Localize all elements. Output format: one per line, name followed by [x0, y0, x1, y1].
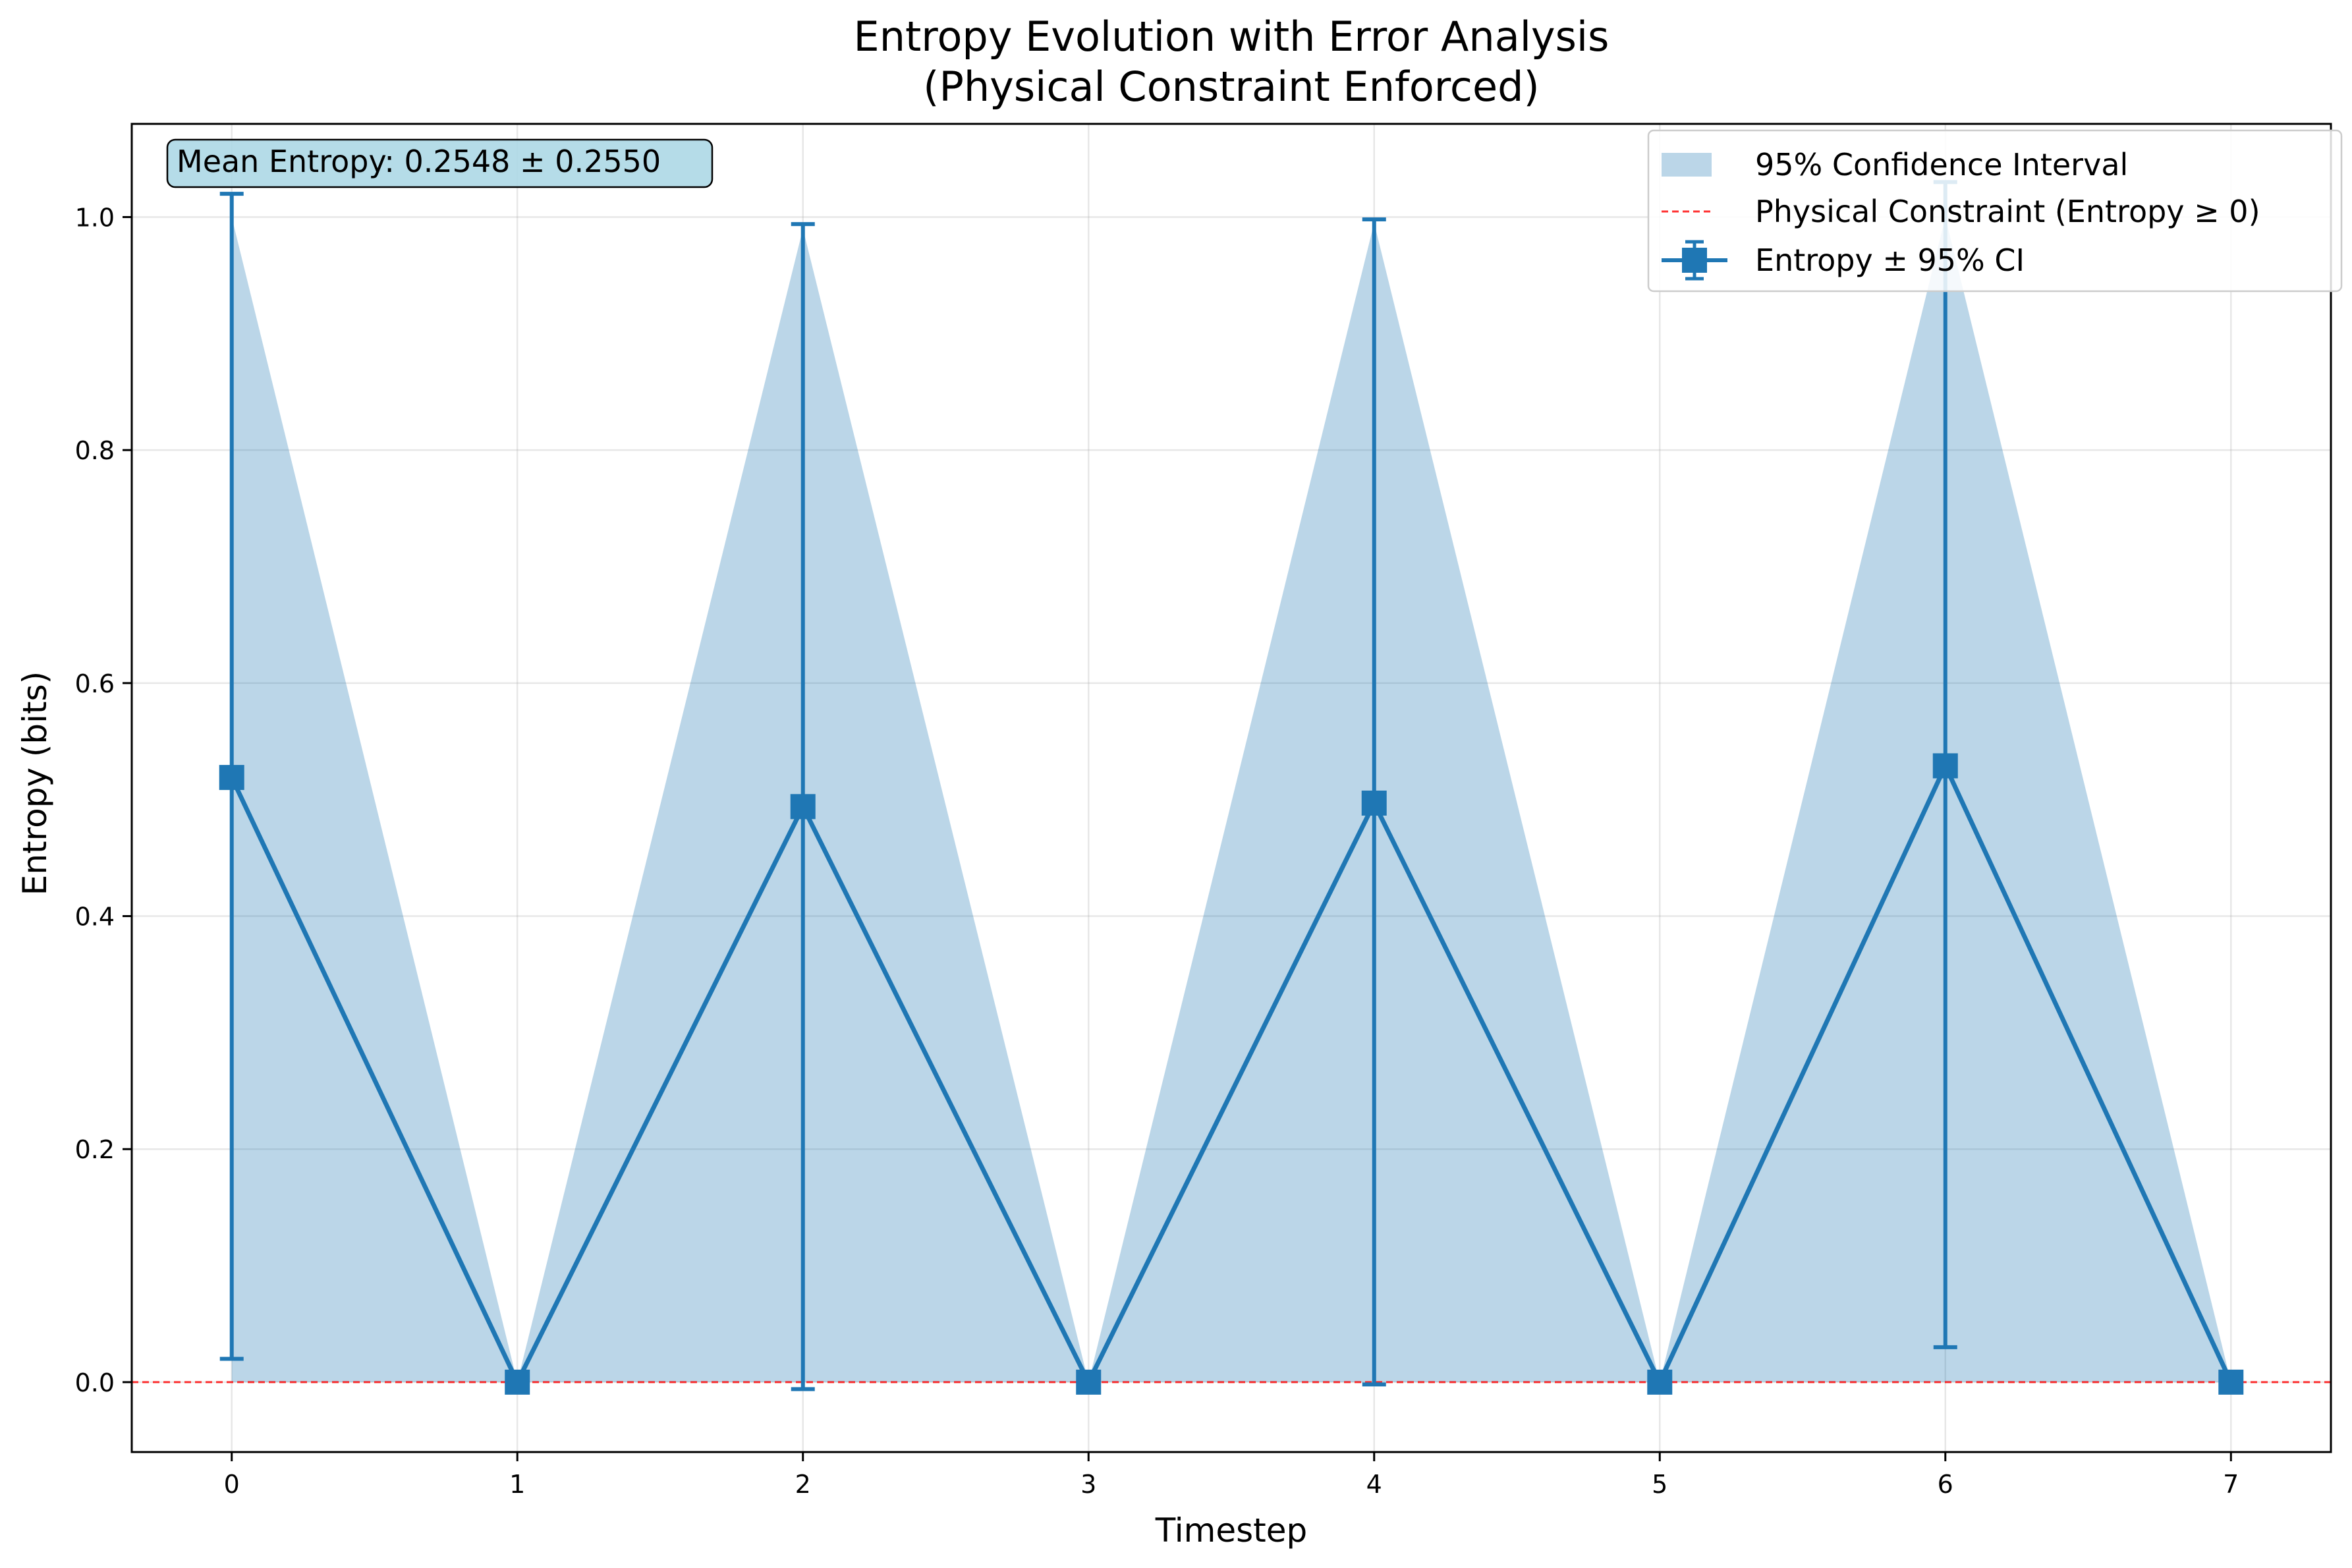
- x-tick-label: 3: [1080, 1470, 1096, 1499]
- legend-band-swatch: [1662, 153, 1712, 177]
- data-point-marker: [1361, 790, 1387, 816]
- data-point-marker: [219, 765, 244, 791]
- y-tick-label: 0.6: [75, 669, 115, 698]
- y-tick-label: 0.8: [75, 436, 115, 465]
- entropy-series: [219, 753, 2244, 1395]
- x-tick-label: 7: [2223, 1470, 2239, 1499]
- annotation-box: Mean Entropy: 0.2548 ± 0.2550: [166, 138, 714, 188]
- data-point-marker: [505, 1369, 530, 1395]
- tick-labels: 0 1 2 3 4 5 6 7 0.0 0.2 0.4 0.6 0.8 1.0: [75, 203, 2239, 1499]
- y-tick-label: 0.0: [75, 1368, 115, 1397]
- legend-series-swatch: [1662, 240, 1727, 281]
- y-axis-label: Entropy (bits): [16, 671, 54, 895]
- entropy-line: [229, 763, 2233, 1385]
- axes: [130, 123, 2332, 1453]
- data-point-marker: [1076, 1369, 1102, 1395]
- legend-frame: [1647, 129, 2343, 293]
- data-point-marker: [1932, 753, 1958, 779]
- data-point-marker: [790, 794, 816, 820]
- annotation-background: [166, 138, 714, 188]
- y-tick-label: 0.4: [75, 903, 115, 932]
- x-tick-label: 5: [1652, 1470, 1667, 1499]
- data-point-marker: [2218, 1369, 2244, 1395]
- x-tick-label: 0: [224, 1470, 240, 1499]
- confidence-band-area: [231, 217, 2231, 1382]
- confidence-band: [231, 217, 2231, 1382]
- data-point-marker: [1647, 1369, 1673, 1395]
- x-axis-label: Timestep: [1155, 1511, 1308, 1550]
- y-tick-label: 0.2: [75, 1135, 115, 1164]
- legend-band-label: 95% Confidence Interval: [1755, 147, 2128, 182]
- x-tick-label: 1: [509, 1470, 525, 1499]
- legend: 95% Confidence Interval Physical Constra…: [1647, 129, 2343, 293]
- x-tick-label: 2: [795, 1470, 811, 1499]
- legend-series-label: Entropy ± 95% CI: [1755, 242, 2025, 278]
- y-tick-label: 1.0: [75, 203, 115, 232]
- x-tick-label: 6: [1938, 1470, 1953, 1499]
- chart-subtitle: (Physical Constraint Enforced): [923, 63, 1539, 111]
- annotation-text: Mean Entropy: 0.2548 ± 0.2550: [177, 144, 661, 179]
- chart-title: Entropy Evolution with Error Analysis: [854, 13, 1610, 61]
- plot-frame: [130, 123, 2332, 1453]
- legend-constraint-label: Physical Constraint (Entropy ≥ 0): [1755, 194, 2260, 229]
- x-tick-label: 4: [1366, 1470, 1382, 1499]
